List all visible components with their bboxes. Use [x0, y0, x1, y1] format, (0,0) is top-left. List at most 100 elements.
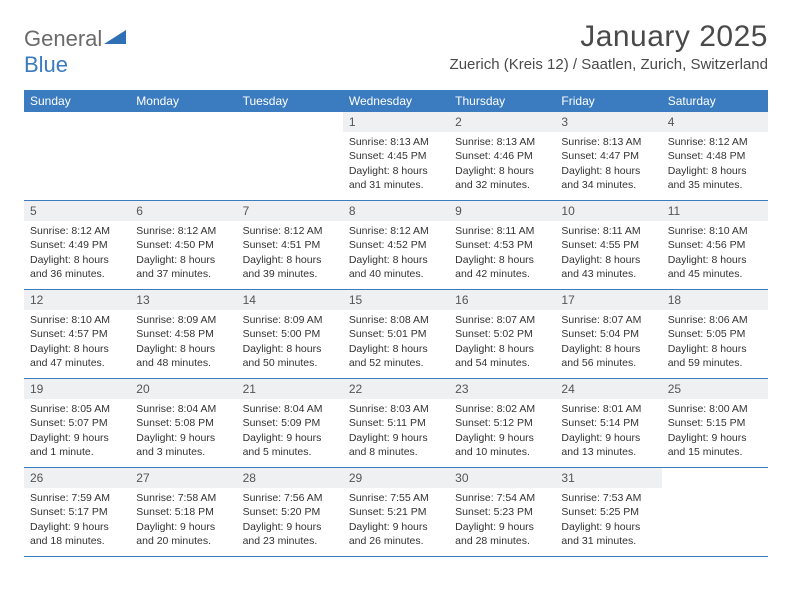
day-sunset: Sunset: 5:15 PM: [668, 416, 762, 430]
weekday-thursday: Thursday: [449, 90, 555, 112]
day-body: Sunrise: 8:12 AMSunset: 4:51 PMDaylight:…: [237, 221, 343, 287]
day-body: Sunrise: 8:06 AMSunset: 5:05 PMDaylight:…: [662, 310, 768, 376]
day-cell: 25Sunrise: 8:00 AMSunset: 5:15 PMDayligh…: [662, 379, 768, 467]
logo-triangle-icon: [104, 28, 128, 46]
day-dl1: Daylight: 9 hours: [349, 520, 443, 534]
day-cell: 30Sunrise: 7:54 AMSunset: 5:23 PMDayligh…: [449, 468, 555, 556]
day-sunset: Sunset: 4:48 PM: [668, 149, 762, 163]
day-sunset: Sunset: 4:45 PM: [349, 149, 443, 163]
day-dl2: and 47 minutes.: [30, 356, 124, 370]
day-sunrise: Sunrise: 8:11 AM: [561, 224, 655, 238]
day-dl1: Daylight: 8 hours: [243, 253, 337, 267]
day-dl2: and 45 minutes.: [668, 267, 762, 281]
day-number: 12: [24, 290, 130, 310]
day-cell: 12Sunrise: 8:10 AMSunset: 4:57 PMDayligh…: [24, 290, 130, 378]
weekday-monday: Monday: [130, 90, 236, 112]
day-dl1: Daylight: 8 hours: [668, 342, 762, 356]
day-body: Sunrise: 8:09 AMSunset: 5:00 PMDaylight:…: [237, 310, 343, 376]
day-dl2: and 59 minutes.: [668, 356, 762, 370]
day-dl1: Daylight: 8 hours: [455, 342, 549, 356]
day-sunrise: Sunrise: 7:59 AM: [30, 491, 124, 505]
day-number: 29: [343, 468, 449, 488]
day-number: 19: [24, 379, 130, 399]
day-body: Sunrise: 8:11 AMSunset: 4:53 PMDaylight:…: [449, 221, 555, 287]
day-cell: 26Sunrise: 7:59 AMSunset: 5:17 PMDayligh…: [24, 468, 130, 556]
day-cell: 7Sunrise: 8:12 AMSunset: 4:51 PMDaylight…: [237, 201, 343, 289]
day-sunrise: Sunrise: 8:09 AM: [136, 313, 230, 327]
day-number: 8: [343, 201, 449, 221]
day-cell: [24, 112, 130, 200]
day-number: 6: [130, 201, 236, 221]
day-number: 13: [130, 290, 236, 310]
day-dl1: Daylight: 8 hours: [561, 164, 655, 178]
day-sunrise: Sunrise: 8:09 AM: [243, 313, 337, 327]
day-dl2: and 3 minutes.: [136, 445, 230, 459]
day-sunset: Sunset: 5:09 PM: [243, 416, 337, 430]
day-sunrise: Sunrise: 8:03 AM: [349, 402, 443, 416]
day-number: 5: [24, 201, 130, 221]
weekday-tuesday: Tuesday: [237, 90, 343, 112]
day-body: Sunrise: 8:09 AMSunset: 4:58 PMDaylight:…: [130, 310, 236, 376]
day-dl2: and 39 minutes.: [243, 267, 337, 281]
day-sunrise: Sunrise: 8:13 AM: [561, 135, 655, 149]
day-sunset: Sunset: 4:55 PM: [561, 238, 655, 252]
day-number: 27: [130, 468, 236, 488]
day-cell: [237, 112, 343, 200]
day-dl2: and 43 minutes.: [561, 267, 655, 281]
day-number: 31: [555, 468, 661, 488]
day-cell: 27Sunrise: 7:58 AMSunset: 5:18 PMDayligh…: [130, 468, 236, 556]
day-cell: 18Sunrise: 8:06 AMSunset: 5:05 PMDayligh…: [662, 290, 768, 378]
day-cell: 16Sunrise: 8:07 AMSunset: 5:02 PMDayligh…: [449, 290, 555, 378]
day-sunrise: Sunrise: 8:07 AM: [561, 313, 655, 327]
day-dl2: and 31 minutes.: [561, 534, 655, 548]
day-dl1: Daylight: 9 hours: [561, 431, 655, 445]
day-cell: 20Sunrise: 8:04 AMSunset: 5:08 PMDayligh…: [130, 379, 236, 467]
day-sunset: Sunset: 4:51 PM: [243, 238, 337, 252]
day-sunset: Sunset: 5:23 PM: [455, 505, 549, 519]
day-sunrise: Sunrise: 8:04 AM: [243, 402, 337, 416]
day-cell: 9Sunrise: 8:11 AMSunset: 4:53 PMDaylight…: [449, 201, 555, 289]
day-dl2: and 50 minutes.: [243, 356, 337, 370]
day-sunset: Sunset: 4:47 PM: [561, 149, 655, 163]
week-row: 26Sunrise: 7:59 AMSunset: 5:17 PMDayligh…: [24, 468, 768, 557]
day-sunrise: Sunrise: 8:11 AM: [455, 224, 549, 238]
week-row: 12Sunrise: 8:10 AMSunset: 4:57 PMDayligh…: [24, 290, 768, 379]
week-row: 19Sunrise: 8:05 AMSunset: 5:07 PMDayligh…: [24, 379, 768, 468]
day-dl2: and 31 minutes.: [349, 178, 443, 192]
day-dl1: Daylight: 9 hours: [243, 520, 337, 534]
day-cell: 5Sunrise: 8:12 AMSunset: 4:49 PMDaylight…: [24, 201, 130, 289]
day-sunrise: Sunrise: 8:02 AM: [455, 402, 549, 416]
day-sunset: Sunset: 5:25 PM: [561, 505, 655, 519]
day-dl1: Daylight: 9 hours: [455, 431, 549, 445]
day-number: 3: [555, 112, 661, 132]
day-sunset: Sunset: 4:58 PM: [136, 327, 230, 341]
day-body: Sunrise: 8:13 AMSunset: 4:45 PMDaylight:…: [343, 132, 449, 198]
day-sunset: Sunset: 5:17 PM: [30, 505, 124, 519]
day-dl1: Daylight: 8 hours: [349, 164, 443, 178]
day-dl2: and 40 minutes.: [349, 267, 443, 281]
day-cell: 29Sunrise: 7:55 AMSunset: 5:21 PMDayligh…: [343, 468, 449, 556]
day-dl1: Daylight: 8 hours: [30, 253, 124, 267]
day-sunrise: Sunrise: 7:54 AM: [455, 491, 549, 505]
day-sunset: Sunset: 5:14 PM: [561, 416, 655, 430]
day-number: 1: [343, 112, 449, 132]
day-body: Sunrise: 8:12 AMSunset: 4:50 PMDaylight:…: [130, 221, 236, 287]
day-cell: 24Sunrise: 8:01 AMSunset: 5:14 PMDayligh…: [555, 379, 661, 467]
location-text: Zuerich (Kreis 12) / Saatlen, Zurich, Sw…: [450, 56, 768, 73]
day-dl1: Daylight: 8 hours: [243, 342, 337, 356]
day-dl1: Daylight: 8 hours: [136, 342, 230, 356]
day-number: 24: [555, 379, 661, 399]
day-dl1: Daylight: 8 hours: [30, 342, 124, 356]
day-sunrise: Sunrise: 7:55 AM: [349, 491, 443, 505]
header: General Blue January 2025 Zuerich (Kreis…: [24, 20, 768, 78]
day-sunrise: Sunrise: 8:12 AM: [136, 224, 230, 238]
day-dl1: Daylight: 9 hours: [30, 431, 124, 445]
day-cell: 23Sunrise: 8:02 AMSunset: 5:12 PMDayligh…: [449, 379, 555, 467]
day-sunset: Sunset: 5:08 PM: [136, 416, 230, 430]
day-dl1: Daylight: 8 hours: [455, 253, 549, 267]
day-cell: 28Sunrise: 7:56 AMSunset: 5:20 PMDayligh…: [237, 468, 343, 556]
day-sunrise: Sunrise: 7:58 AM: [136, 491, 230, 505]
day-sunset: Sunset: 5:04 PM: [561, 327, 655, 341]
day-cell: [130, 112, 236, 200]
day-body: Sunrise: 7:54 AMSunset: 5:23 PMDaylight:…: [449, 488, 555, 554]
